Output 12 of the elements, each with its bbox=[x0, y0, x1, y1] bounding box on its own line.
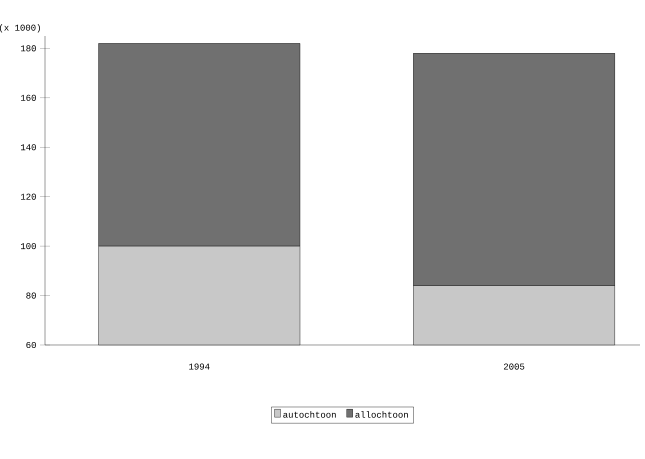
y-tick-label: 80 bbox=[26, 292, 36, 299]
legend-label: allochtoon bbox=[355, 411, 408, 418]
x-tick-label: 2005 bbox=[504, 364, 524, 370]
y-tick-label: 100 bbox=[20, 243, 36, 250]
y-tick-label: 60 bbox=[26, 342, 36, 348]
y-tick-label: 180 bbox=[20, 45, 36, 52]
y-tick-label: 140 bbox=[20, 144, 36, 150]
legend-label: autochtoon bbox=[283, 411, 336, 418]
y-tick-label: 160 bbox=[20, 94, 36, 101]
y-tick-label: 120 bbox=[20, 194, 36, 200]
x-tick-label: 1994 bbox=[189, 364, 210, 370]
y-axis-title: (x 1000) bbox=[0, 24, 40, 32]
